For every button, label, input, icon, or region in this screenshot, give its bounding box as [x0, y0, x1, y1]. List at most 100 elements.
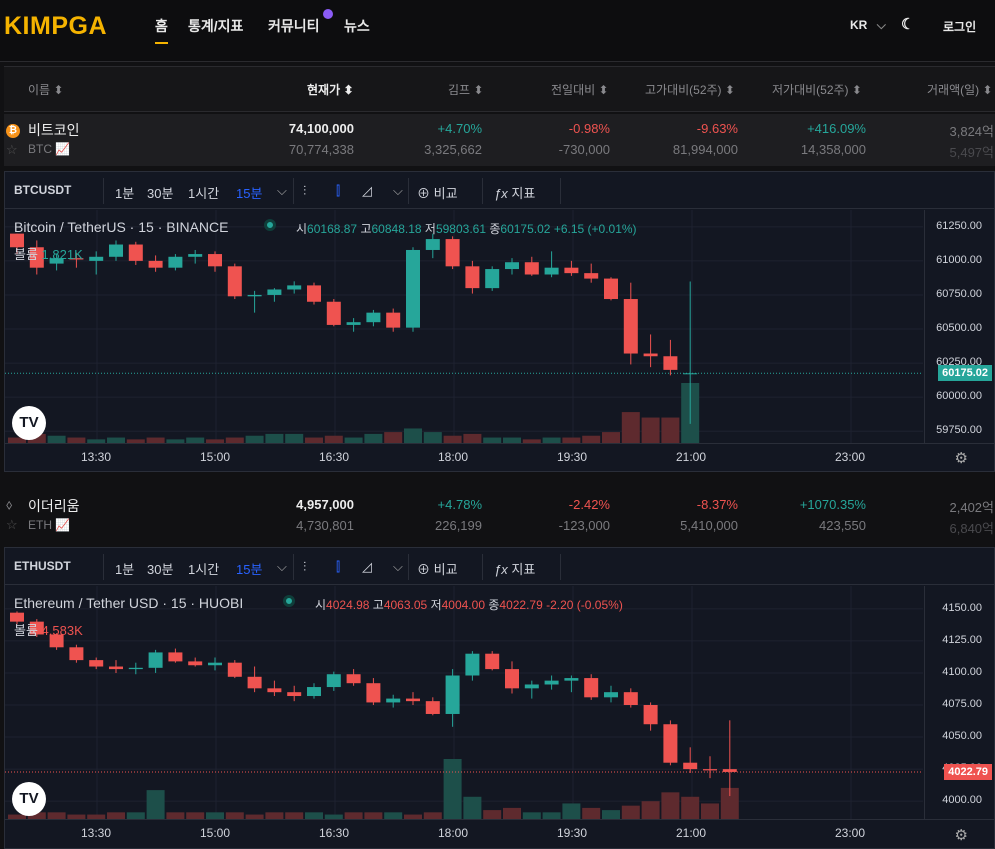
ethereum-icon: ⬨ — [6, 496, 13, 512]
volume-legend: 볼륨 4.583K — [14, 623, 83, 638]
chevron-down-icon: ⌵ — [876, 18, 886, 32]
chevron-down-icon[interactable]: ⌵ — [393, 183, 403, 198]
volume-bar — [404, 814, 422, 819]
sort-icon: ⬍ — [473, 83, 484, 97]
tradingview-logo[interactable]: TV — [12, 406, 46, 440]
area-style-icon[interactable]: ◿ — [362, 183, 372, 198]
candle-body — [505, 669, 519, 689]
candle-body — [287, 692, 302, 697]
indicators-button[interactable]: ƒx 지표 — [494, 562, 536, 577]
candle-body — [326, 674, 341, 688]
candle-body — [663, 356, 678, 370]
chevron-down-icon[interactable]: ⌵ — [277, 559, 287, 574]
chevron-down-icon[interactable]: ⌵ — [277, 183, 287, 198]
candle-body — [89, 256, 104, 261]
interval-1h[interactable]: 1시간 — [188, 186, 220, 201]
interval-15m[interactable]: 15분 — [236, 186, 263, 201]
col-price[interactable]: 현재가 ⬍ — [307, 83, 354, 97]
time-axis: 13:30 15:00 16:30 18:00 19:30 21:00 23:00 — [5, 819, 994, 849]
candle-body — [485, 269, 500, 289]
y-tick-label: 60750.00 — [936, 287, 982, 300]
nav-home[interactable]: 홈 — [155, 16, 168, 44]
settings-icon[interactable]: ⚙ — [954, 450, 968, 467]
eth-chart[interactable]: ETHUSDT 1분 30분 1시간 15분 ⌵ ⫶ ⫿ ◿ ⌵ ⊕ 비교 ƒx… — [4, 547, 995, 849]
area-style-icon[interactable]: ◿ — [362, 559, 372, 574]
volume-bar — [463, 796, 482, 819]
candlestick-plot[interactable] — [5, 210, 923, 443]
volume-bar — [225, 437, 244, 443]
candle-body — [366, 683, 381, 703]
col-kimp[interactable]: 김프 ⬍ — [448, 83, 484, 97]
tradingview-logo[interactable]: TV — [12, 782, 46, 816]
candle-body — [406, 698, 420, 702]
volume-bar — [641, 417, 660, 443]
logo[interactable]: KIMPGA — [4, 12, 107, 40]
col-high52[interactable]: 고가대비(52주) ⬍ — [645, 83, 735, 97]
volume-bar — [522, 439, 541, 443]
col-low52[interactable]: 저가대비(52주) ⬍ — [772, 83, 862, 97]
coin-row-eth[interactable]: ⬨ ☆ 이더리움 ETH 📈 4,957,000 4,730,801 +4.78… — [4, 490, 995, 542]
volume-bar — [8, 437, 26, 443]
volume: 3,824억 — [949, 124, 995, 139]
volume-bar — [641, 801, 660, 819]
interval-30m[interactable]: 30분 — [147, 186, 174, 201]
volume-bar — [166, 439, 185, 443]
volume-bar — [27, 812, 46, 819]
coin-row-btc[interactable]: ₿ ☆ 비트코인 BTC 📈 74,100,000 70,774,338 +4.… — [4, 114, 995, 166]
star-icon[interactable]: ☆ — [6, 517, 18, 532]
candle-body — [425, 239, 440, 250]
top-nav: KIMPGA 홈 통계/지표 커뮤니티 뉴스 KR ⌵ ☾ 로그인 — [0, 0, 995, 62]
candle-body — [643, 705, 658, 725]
volume-bar — [503, 437, 521, 443]
y-tick-label: 60000.00 — [936, 390, 982, 403]
interval-1m[interactable]: 1분 — [115, 562, 135, 577]
chevron-down-icon[interactable]: ⌵ — [393, 559, 403, 574]
plus-circle-icon: ⊕ — [417, 562, 431, 577]
bar-style-icon[interactable]: ⫶ — [303, 559, 307, 574]
kimp-sub: 3,325,662 — [424, 142, 482, 157]
low52: +416.09% — [807, 121, 866, 136]
nav-community[interactable]: 커뮤니티 — [268, 18, 320, 34]
candlestick-plot[interactable] — [5, 586, 923, 819]
volume-bar — [107, 437, 125, 443]
candle-style-icon[interactable]: ⫿ — [336, 183, 341, 198]
language-select[interactable]: KR ⌵ — [850, 18, 886, 32]
last-price-tag: 4022.79 — [944, 763, 992, 780]
candle-body — [505, 262, 519, 270]
x-tick-label: 19:30 — [557, 826, 588, 840]
chart-icon[interactable]: 📈 — [55, 142, 71, 156]
table-header: 이름 ⬍ 현재가 ⬍ 김프 ⬍ 전일대비 ⬍ 고가대비(52주) ⬍ 저가대비(… — [4, 66, 995, 112]
login-button[interactable]: 로그인 — [943, 20, 977, 34]
interval-1h[interactable]: 1시간 — [188, 562, 220, 577]
compare-button[interactable]: ⊕ 비교 — [417, 562, 458, 577]
sort-icon: ⬍ — [724, 83, 735, 97]
candle-style-icon[interactable]: ⫿ — [336, 559, 341, 574]
nav-news[interactable]: 뉴스 — [344, 18, 370, 34]
symbol-label[interactable]: BTCUSDT — [14, 183, 72, 197]
settings-icon[interactable]: ⚙ — [954, 827, 968, 844]
volume-bar — [126, 812, 145, 819]
col-prev[interactable]: 전일대비 ⬍ — [551, 83, 609, 97]
volume-bar — [8, 814, 26, 819]
bar-style-icon[interactable]: ⫶ — [303, 183, 307, 198]
symbol-label[interactable]: ETHUSDT — [14, 559, 71, 573]
candle-body — [564, 678, 579, 681]
x-tick-label: 19:30 — [557, 450, 588, 464]
indicators-button[interactable]: ƒx 지표 — [494, 186, 536, 201]
star-icon[interactable]: ☆ — [6, 142, 18, 157]
compare-button[interactable]: ⊕ 비교 — [417, 186, 458, 201]
candle-body — [425, 701, 440, 714]
col-volume[interactable]: 거래액(일) ⬍ — [927, 83, 993, 97]
candle-body — [168, 652, 183, 662]
candle-body — [386, 312, 401, 328]
moon-icon[interactable]: ☾ — [901, 16, 915, 33]
btc-chart[interactable]: BTCUSDT 1분 30분 1시간 15분 ⌵ ⫶ ⫿ ◿ ⌵ ⊕ 비교 ƒx… — [4, 171, 995, 472]
volume-bar — [206, 439, 224, 443]
nav-stats[interactable]: 통계/지표 — [188, 18, 244, 34]
col-name[interactable]: 이름 ⬍ — [28, 83, 64, 97]
interval-1m[interactable]: 1분 — [115, 186, 135, 201]
interval-30m[interactable]: 30분 — [147, 562, 174, 577]
interval-15m[interactable]: 15분 — [236, 562, 263, 577]
chart-icon[interactable]: 📈 — [55, 518, 71, 532]
price: 74,100,000 — [288, 121, 354, 136]
